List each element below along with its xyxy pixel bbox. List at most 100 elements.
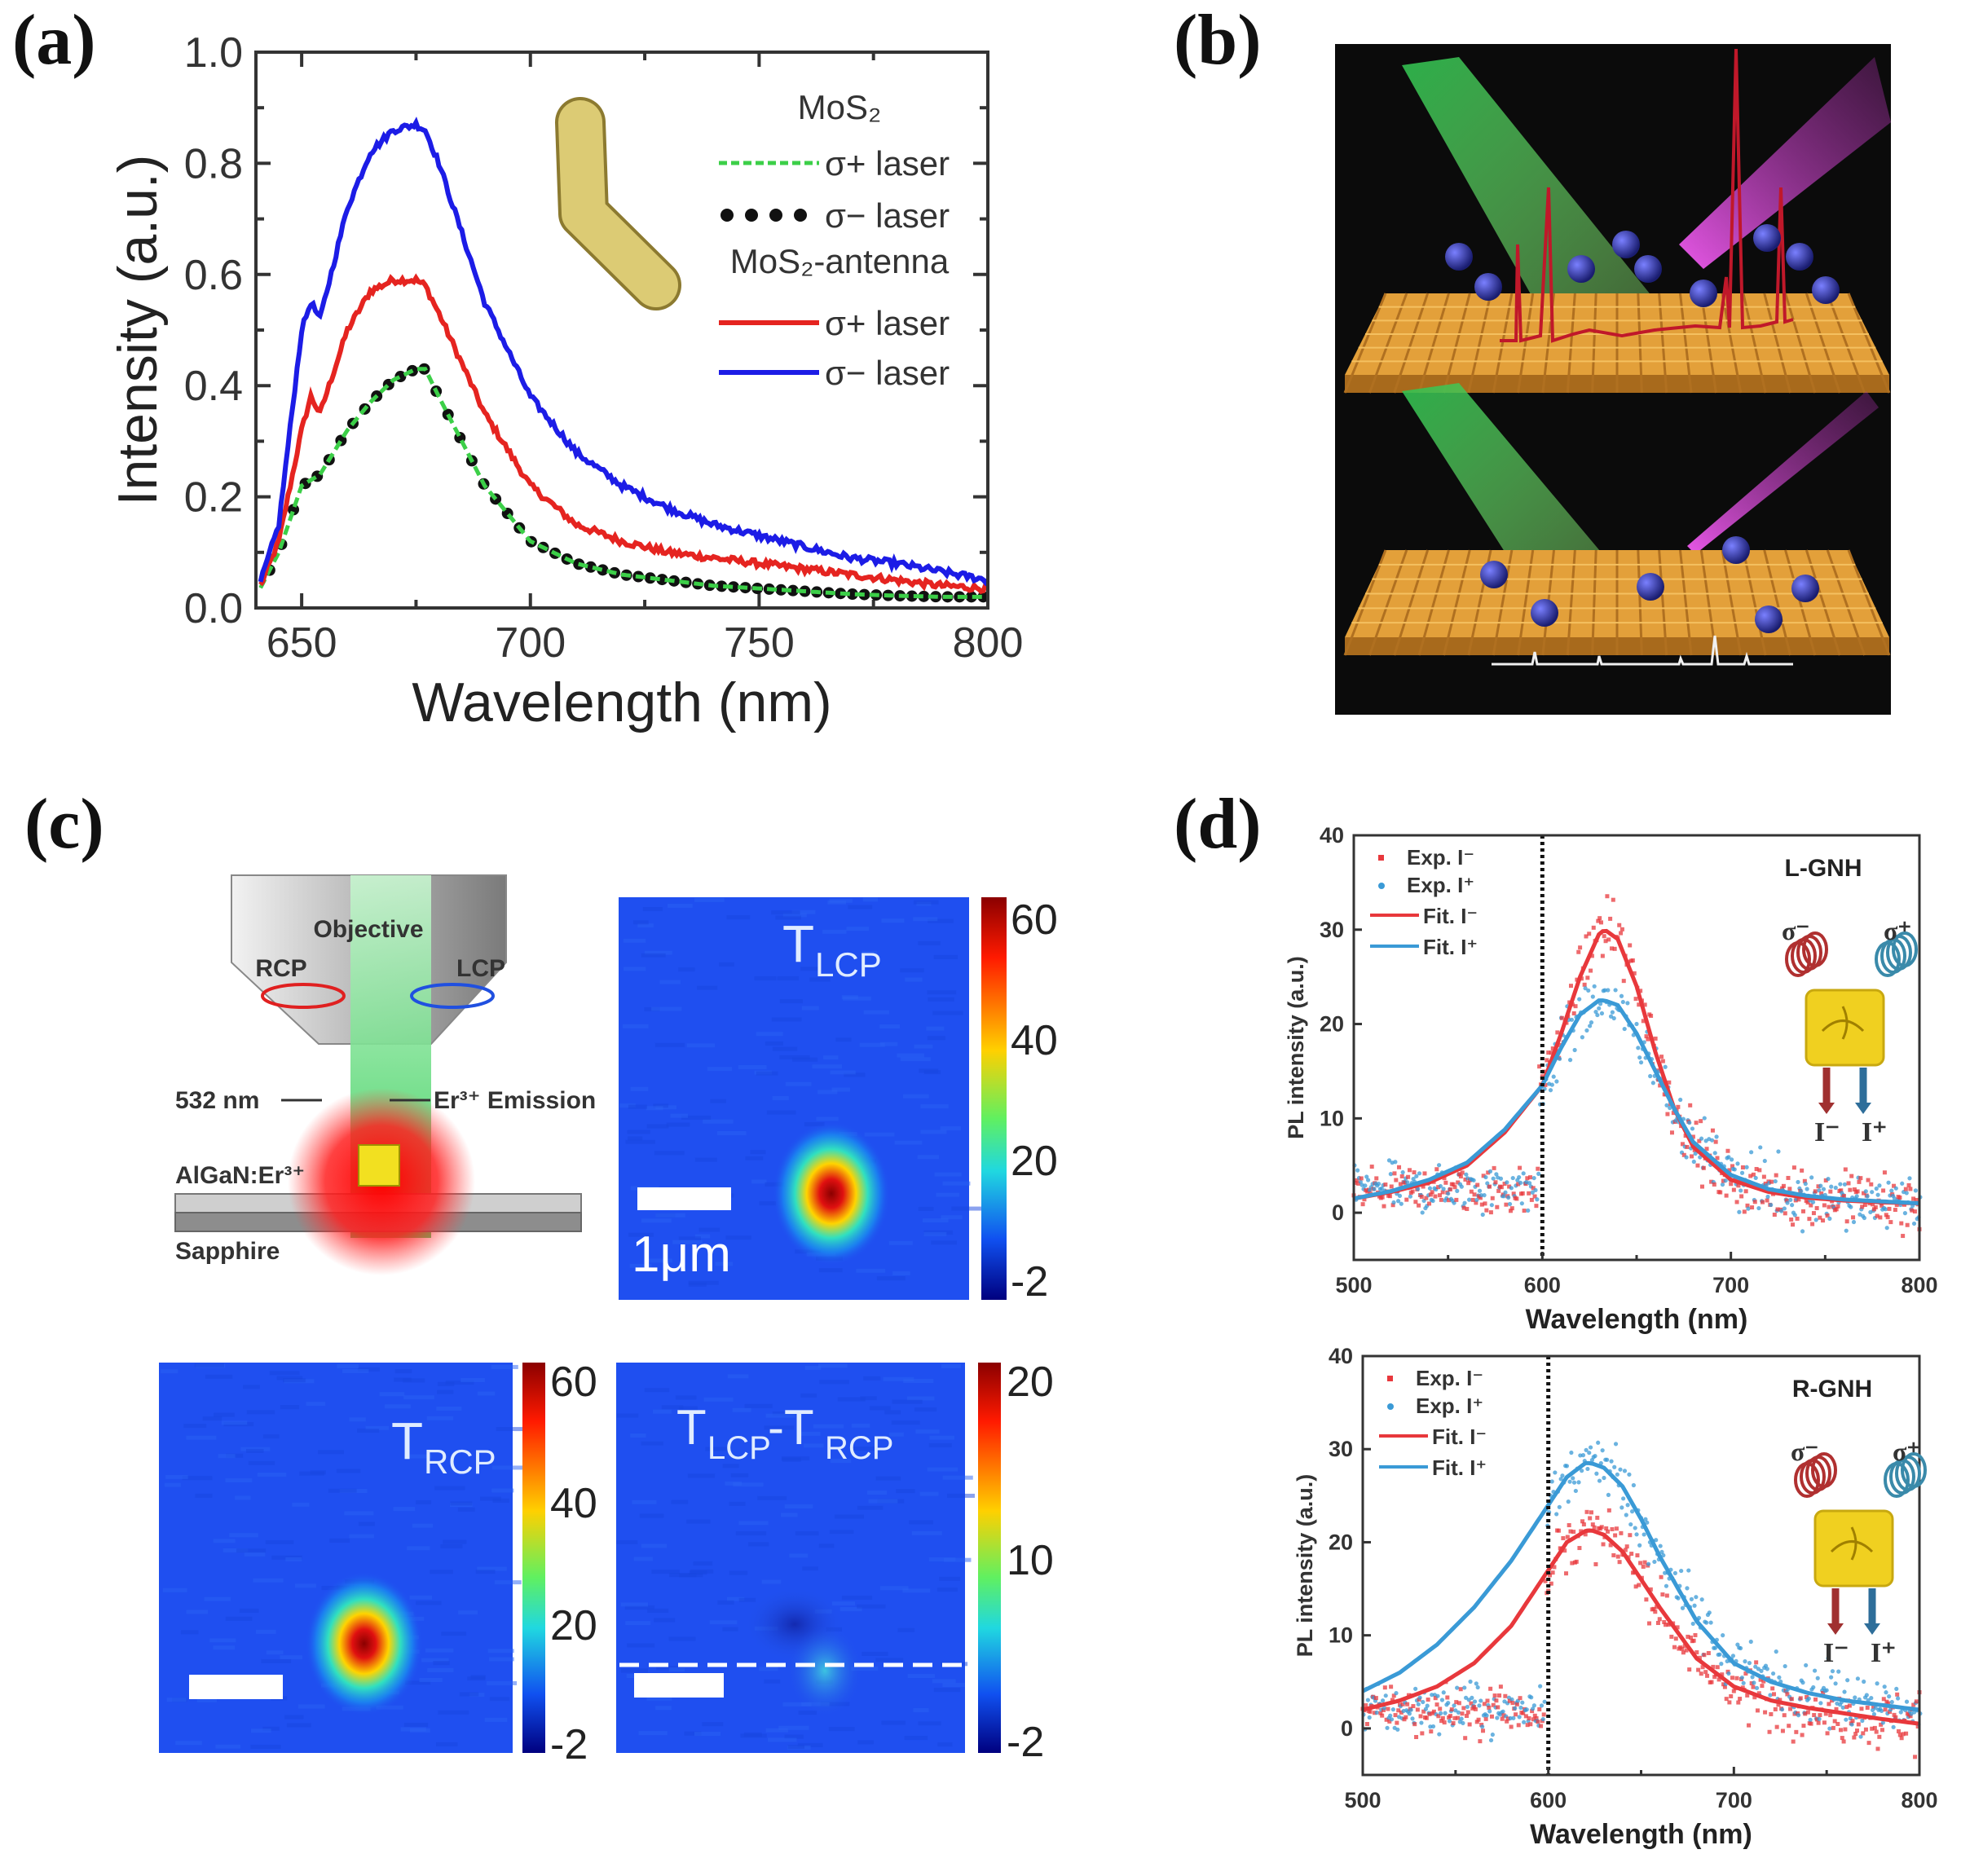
heatmap-noise xyxy=(919,1068,939,1073)
exp-i-plus-point xyxy=(1849,1204,1853,1209)
fit-i-minus-line xyxy=(1353,928,1920,1205)
exp-i-minus-point xyxy=(1387,1194,1392,1199)
exp-i-plus-point xyxy=(1466,1698,1471,1702)
heatmap-noise xyxy=(927,1467,958,1472)
heatmap-noise xyxy=(707,1067,733,1072)
heatmap-noise xyxy=(421,1658,449,1662)
inset-i-plus-label: I⁺ xyxy=(1862,1117,1887,1147)
series-antenna-sigma-minus-line xyxy=(258,117,990,587)
heatmap-noise xyxy=(214,1412,235,1417)
heatmap-noise xyxy=(436,1742,458,1746)
heatmap-noise xyxy=(729,1570,748,1575)
exp-i-minus-point xyxy=(1796,1197,1801,1202)
exp-i-minus-point xyxy=(1492,1693,1497,1698)
exp-i-plus-point xyxy=(1879,1708,1884,1714)
exp-i-minus-point xyxy=(1403,1180,1408,1185)
exp-i-minus-point xyxy=(1360,1202,1365,1207)
heatmap-noise xyxy=(715,1262,734,1266)
exp-i-minus-point xyxy=(1724,1697,1729,1702)
exp-i-plus-point xyxy=(1474,1197,1479,1202)
exp-i-minus-point xyxy=(1901,1234,1906,1239)
lattice-line xyxy=(1847,549,1891,656)
exp-i-plus-point xyxy=(1796,1179,1800,1185)
exp-i-minus-point xyxy=(1440,1190,1445,1195)
colorbar-tick-label: 20 xyxy=(1007,1359,1054,1406)
heatmap-noise xyxy=(297,1704,325,1709)
exp-i-minus-point xyxy=(1897,1196,1902,1200)
exp-i-minus-point xyxy=(1761,1174,1766,1179)
exp-i-minus-point xyxy=(1894,1203,1899,1208)
exp-i-plus-point xyxy=(1748,1639,1753,1645)
exp-i-plus-point xyxy=(1854,1194,1859,1199)
exp-i-plus-point xyxy=(1883,1207,1888,1212)
exp-i-plus-point xyxy=(1753,1664,1758,1669)
lattice-line xyxy=(1368,293,1408,394)
heatmap-noise xyxy=(903,1379,934,1384)
exp-i-minus-point xyxy=(1537,1064,1542,1069)
heatmap-noise xyxy=(725,1235,751,1240)
heatmap-noise xyxy=(754,976,777,981)
heatmap-noise xyxy=(441,1632,467,1636)
exp-i-plus-point xyxy=(1596,1440,1601,1445)
heatmap-noise xyxy=(620,1602,649,1607)
heatmap-noise xyxy=(951,1206,982,1211)
exp-i-minus-point xyxy=(1743,1189,1748,1194)
heatmap-noise xyxy=(642,907,663,912)
exp-i-minus-point xyxy=(1447,1198,1452,1203)
heatmap-noise xyxy=(342,1369,369,1374)
y-tick-label: 30 xyxy=(1329,1437,1353,1461)
heatmap-noise xyxy=(694,1157,717,1162)
exp-i-minus-point xyxy=(1496,1705,1500,1710)
exp-i-minus-point xyxy=(1466,1181,1471,1186)
exp-i-minus-point xyxy=(1671,1111,1676,1116)
exp-i-plus-point xyxy=(1588,1445,1593,1450)
exp-i-minus-point xyxy=(1604,1526,1609,1530)
heatmap-noise xyxy=(419,1678,443,1683)
exp-i-minus-point xyxy=(1507,1698,1512,1703)
legend-entry: Exp. I⁻ xyxy=(1407,845,1474,870)
heatmap-noise xyxy=(248,1460,275,1465)
heatmap-noise xyxy=(630,1086,649,1091)
exp-i-plus-point xyxy=(1622,1026,1627,1032)
lattice-line xyxy=(1467,293,1492,394)
colorbar xyxy=(522,1363,545,1753)
exp-i-plus-point xyxy=(1661,1552,1666,1558)
exp-i-minus-point xyxy=(1682,1644,1687,1649)
legend-entry: Fit. I⁺ xyxy=(1423,935,1478,959)
x-tick-label: 700 xyxy=(1712,1273,1749,1297)
helix-sigma-plus-icon xyxy=(1901,1452,1927,1488)
exp-i-minus-point xyxy=(1773,1706,1778,1711)
heatmap-noise xyxy=(235,1495,251,1500)
heatmap-noise xyxy=(225,1478,253,1483)
exp-i-plus-point xyxy=(1557,1504,1562,1509)
exp-i-minus-point xyxy=(1882,1170,1887,1175)
exp-i-plus-point xyxy=(1382,1706,1387,1711)
exp-i-plus-point xyxy=(1750,1675,1755,1680)
exp-i-plus-point xyxy=(1756,1667,1760,1671)
heatmap-noise xyxy=(477,1391,496,1396)
exp-i-plus-point xyxy=(1699,1597,1704,1602)
exp-i-minus-point xyxy=(1364,1703,1368,1708)
exp-i-plus-point xyxy=(1692,1603,1697,1608)
exp-i-minus-point xyxy=(1850,1719,1855,1724)
exp-i-plus-point xyxy=(1420,1210,1425,1215)
heatmap-noise xyxy=(856,1268,886,1273)
heatmap-noise xyxy=(703,1397,734,1402)
legend-entry: Fit. I⁻ xyxy=(1423,904,1478,928)
exp-i-plus-point xyxy=(1389,1717,1395,1722)
exp-i-plus-point xyxy=(1887,1694,1892,1699)
exp-i-minus-point xyxy=(1491,1702,1496,1707)
exp-i-plus-point xyxy=(1749,1150,1754,1155)
exp-i-plus-point xyxy=(1842,1689,1847,1694)
heatmap-noise xyxy=(625,1139,655,1144)
exp-i-minus-point xyxy=(1635,1553,1640,1558)
heatmap-noise xyxy=(766,1110,796,1115)
exp-i-plus-point xyxy=(1869,1696,1874,1701)
heatmap-noise xyxy=(630,1433,646,1438)
exp-i-minus-point xyxy=(1828,1189,1833,1194)
heatmap-noise xyxy=(632,1499,657,1504)
heatmap-noise xyxy=(616,1413,639,1418)
exp-i-minus-point xyxy=(1750,1205,1755,1210)
exp-i-minus-point xyxy=(1511,1191,1516,1196)
exp-i-minus-point xyxy=(1571,1011,1576,1015)
